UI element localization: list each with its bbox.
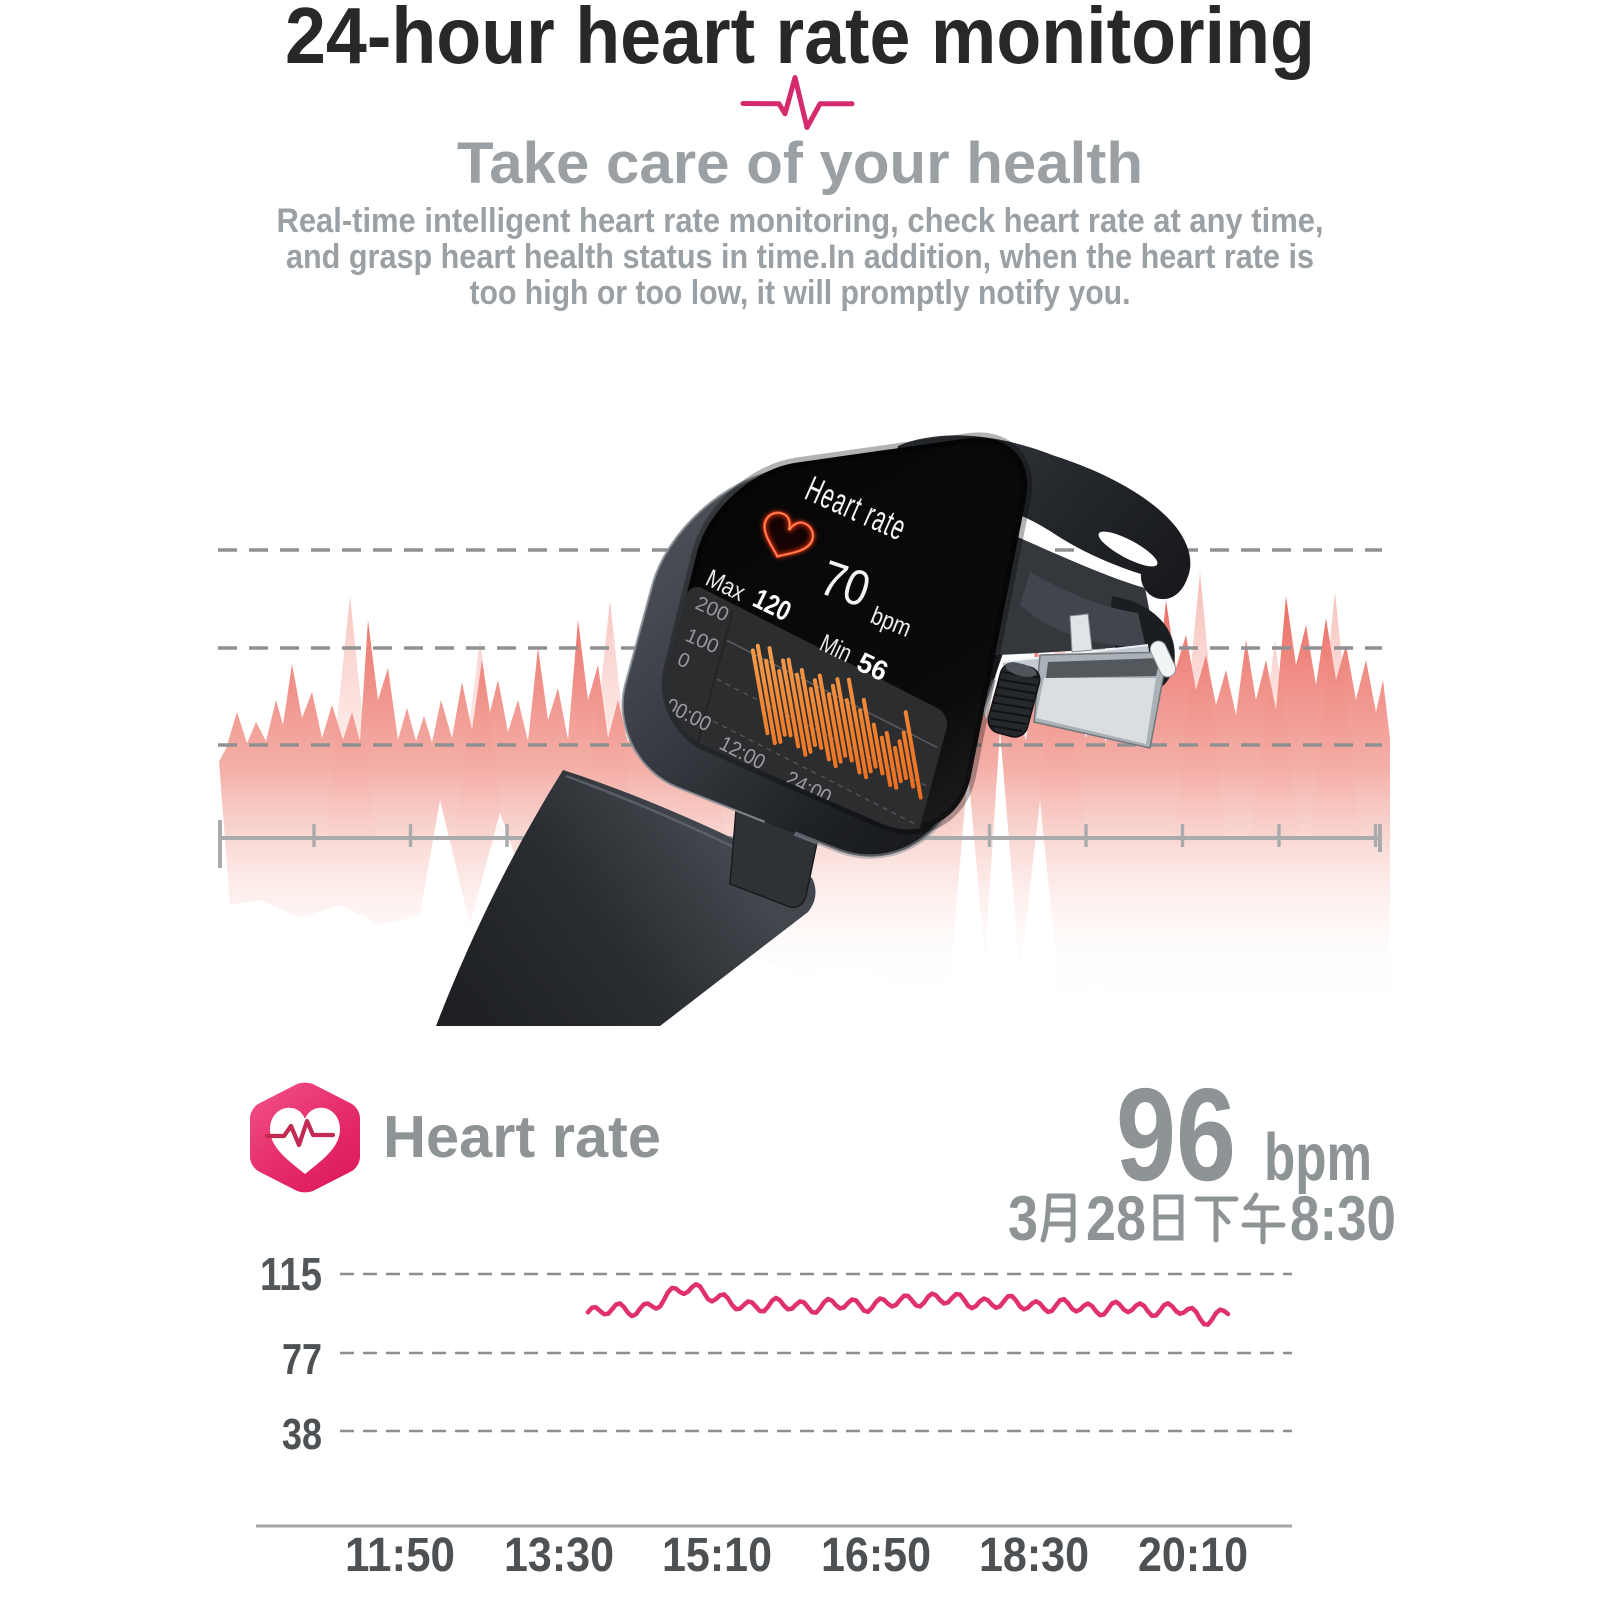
svg-text:38: 38 <box>282 1410 322 1459</box>
svg-text:15:10: 15:10 <box>662 1529 772 1582</box>
svg-text:Real-time intelligent heart ra: Real-time intelligent heart rate monitor… <box>277 202 1324 240</box>
svg-text:28: 28 <box>1086 1184 1146 1254</box>
svg-text:16:50: 16:50 <box>821 1529 931 1582</box>
svg-text:3: 3 <box>1008 1184 1038 1254</box>
svg-text:Heart rate: Heart rate <box>383 1104 661 1170</box>
svg-text:24-hour heart rate monitoring: 24-hour heart rate monitoring <box>285 0 1315 80</box>
svg-text:18:30: 18:30 <box>979 1529 1089 1582</box>
svg-text:bpm: bpm <box>1264 1120 1372 1195</box>
svg-text:Take care of your health: Take care of your health <box>457 131 1143 196</box>
svg-text:20:10: 20:10 <box>1138 1529 1248 1582</box>
svg-text:11:50: 11:50 <box>345 1529 455 1582</box>
svg-text:115: 115 <box>260 1248 322 1300</box>
svg-text:too high or too low, it will p: too high or too low, it will promptly no… <box>470 274 1131 312</box>
svg-text:77: 77 <box>282 1335 322 1384</box>
svg-text:and grasp heart health status: and grasp heart health status in time.In… <box>286 238 1314 276</box>
svg-text:96: 96 <box>1116 1061 1236 1208</box>
svg-text:13:30: 13:30 <box>504 1529 614 1582</box>
svg-text:8:30: 8:30 <box>1290 1184 1396 1254</box>
